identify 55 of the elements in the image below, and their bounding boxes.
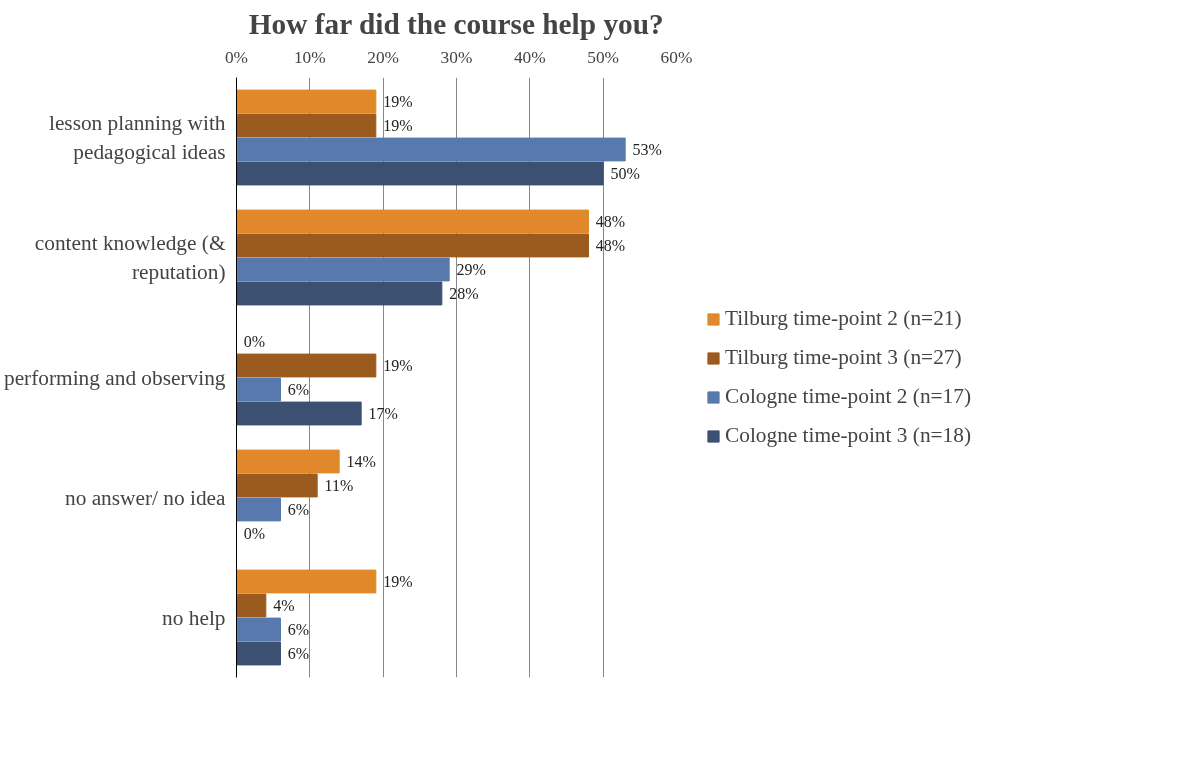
bar: [236, 641, 281, 666]
bar: [236, 449, 340, 474]
bar: [236, 281, 443, 306]
data-label: 6%: [287, 645, 310, 662]
x-tick-label: 10%: [293, 47, 326, 67]
chart-title: How far did the course help you?: [248, 7, 664, 40]
bar: [236, 617, 281, 642]
data-label: 17%: [368, 405, 398, 422]
bar: [236, 209, 589, 234]
data-label: 14%: [346, 453, 376, 470]
data-label: 6%: [287, 621, 310, 638]
data-label: 48%: [595, 213, 626, 230]
bar: [236, 593, 267, 618]
legend-label: Cologne time-point 3 (n=18): [725, 423, 972, 448]
bar: [236, 377, 281, 402]
legend-label: Cologne time-point 2 (n=17): [725, 384, 972, 409]
data-label: 29%: [456, 261, 486, 278]
x-tick-label: 30%: [440, 47, 473, 67]
y-tick-label: lesson planning with pedagogical ideas: [48, 111, 226, 164]
bar: [236, 89, 377, 114]
legend-label: Tilburg time-point 2 (n=21): [725, 306, 962, 331]
bar: [236, 161, 604, 186]
data-label: 19%: [383, 357, 413, 374]
y-tick-label: performing and observing: [3, 365, 226, 390]
bar: [236, 113, 377, 138]
y-tick-label: no answer/ no idea: [65, 485, 227, 510]
bar: [236, 569, 377, 594]
x-tick-label: 0%: [224, 47, 249, 67]
data-label: 0%: [243, 525, 266, 542]
bar: [236, 497, 281, 522]
data-label: 19%: [383, 93, 413, 110]
data-label: 6%: [287, 501, 310, 518]
bar: [236, 233, 589, 258]
data-label: 19%: [383, 117, 413, 134]
data-label: 50%: [610, 165, 640, 182]
y-tick-label: no help: [162, 605, 226, 630]
data-label: 4%: [273, 597, 295, 614]
data-label: 48%: [595, 237, 626, 254]
data-label: 11%: [324, 477, 354, 494]
y-tick-label: content knowledge (& reputation): [34, 231, 226, 284]
x-tick-label: 20%: [367, 47, 400, 67]
x-tick-label: 40%: [513, 47, 546, 67]
bar: [236, 137, 626, 162]
bar: [236, 353, 377, 378]
data-label: 53%: [632, 141, 662, 158]
data-label: 19%: [383, 573, 413, 590]
bar: [236, 257, 450, 282]
bar: [236, 473, 318, 498]
x-tick-label: 60%: [660, 47, 693, 67]
data-label: 28%: [449, 285, 479, 302]
x-tick-label: 50%: [587, 47, 620, 67]
legend-label: Tilburg time-point 3 (n=27): [725, 345, 962, 370]
bar: [236, 401, 362, 426]
data-label: 0%: [243, 333, 266, 350]
data-label: 6%: [287, 381, 310, 398]
